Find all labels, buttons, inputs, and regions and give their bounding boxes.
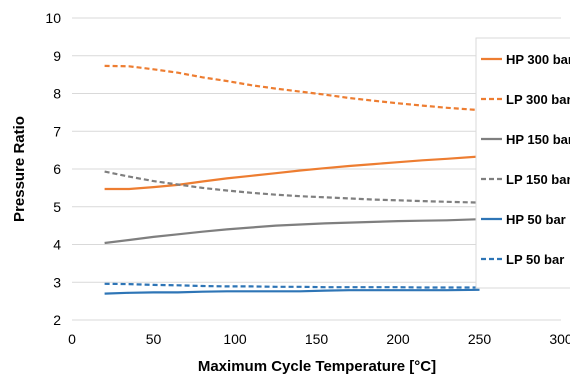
y-tick-label: 7	[53, 123, 61, 139]
legend-box	[475, 37, 570, 289]
series-line-lp-300-bar	[104, 64, 480, 112]
legend-label: HP 300 bar	[506, 52, 570, 67]
legend: HP 300 bar LP 300 bar HP 150 bar LP 150 bar…	[475, 37, 570, 289]
x-tick-label: 0	[68, 331, 76, 347]
legend-label: LP 300 bar	[506, 92, 570, 107]
legend-label: LP 150 bar	[506, 172, 570, 187]
series-line-lp-150-bar	[104, 170, 480, 204]
legend-label: HP 150 bar	[506, 132, 570, 147]
x-axis-title: Maximum Cycle Temperature [°C]	[198, 358, 436, 375]
series-line-lp-50-bar	[104, 282, 480, 289]
x-tick-label: 50	[146, 331, 162, 347]
y-tick-label: 10	[45, 10, 61, 26]
y-tick-label: 8	[53, 86, 61, 102]
x-tick-label: 250	[468, 331, 492, 347]
legend-label: LP 50 bar	[506, 252, 564, 267]
series-line-hp-300-bar	[104, 155, 480, 191]
y-tick-label: 6	[53, 161, 61, 177]
y-axis-title: Pressure Ratio	[11, 116, 28, 222]
y-tick-label: 3	[53, 274, 61, 290]
y-tick-label: 9	[53, 48, 61, 64]
x-tick-label: 150	[305, 331, 329, 347]
legend-label: HP 50 bar	[506, 212, 566, 227]
y-tick-label: 4	[53, 237, 61, 253]
y-tick-label: 2	[53, 312, 61, 328]
series-line-hp-150-bar	[104, 218, 480, 245]
series-lines	[104, 64, 480, 295]
series-line-hp-50-bar	[104, 288, 480, 295]
y-tick-label: 5	[53, 199, 61, 215]
x-tick-label: 100	[223, 331, 247, 347]
x-tick-label: 300	[549, 331, 570, 347]
x-tick-label: 200	[386, 331, 410, 347]
